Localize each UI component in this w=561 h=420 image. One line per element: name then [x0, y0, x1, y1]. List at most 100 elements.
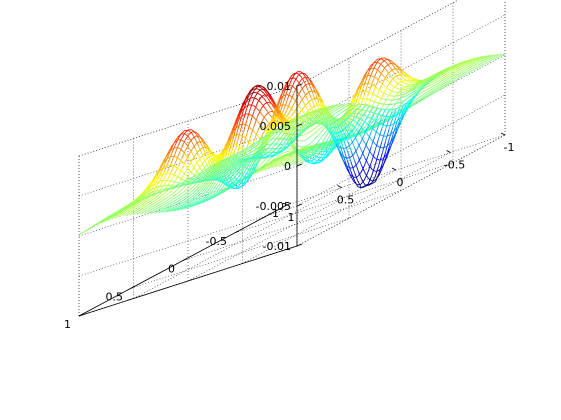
mesh-segment [143, 209, 148, 213]
mesh-segment [154, 207, 159, 210]
mesh-segment [238, 134, 243, 137]
mesh-segment [342, 160, 348, 167]
mesh-segment [183, 201, 188, 205]
mesh-segment [402, 72, 407, 78]
mesh-segment [171, 172, 176, 180]
mesh-segment [309, 114, 314, 118]
mesh-segment [169, 180, 174, 183]
mesh-segment [301, 148, 306, 151]
mesh-segment [455, 73, 460, 77]
mesh-segment [362, 109, 367, 111]
mesh-segment [428, 78, 433, 82]
mesh-segment [159, 185, 163, 187]
y-tick-label: -0.5 [206, 235, 227, 248]
mesh-segment [177, 133, 182, 138]
mesh-segment [136, 201, 141, 205]
mesh-segment [151, 193, 156, 197]
mesh-segment [212, 195, 217, 199]
mesh-segment [118, 214, 123, 218]
mesh-segment [263, 144, 268, 148]
mesh-segment [182, 182, 187, 185]
mesh-segment [269, 156, 274, 161]
mesh-segment [309, 121, 314, 126]
mesh-segment [280, 128, 285, 134]
mesh-segment [316, 104, 320, 106]
mesh-segment [235, 115, 240, 123]
mesh-segment [367, 116, 373, 123]
mesh-segment [257, 147, 262, 152]
mesh-segment [169, 187, 173, 190]
mesh-segment [204, 184, 209, 190]
mesh-segment [469, 60, 474, 63]
mesh-segment [347, 132, 352, 140]
mesh-segment [327, 107, 332, 111]
mesh-segment [465, 60, 469, 62]
mesh-segment [341, 103, 346, 106]
mesh-segment [170, 163, 176, 172]
mesh-segment [230, 185, 235, 189]
mesh-segment [345, 110, 350, 115]
mesh-segment [426, 77, 430, 80]
mesh-segment [424, 86, 429, 89]
mesh-segment [431, 84, 436, 88]
mesh-segment [476, 57, 481, 60]
mesh-segment [388, 118, 393, 130]
mesh-segment [146, 200, 151, 204]
mesh-segment [410, 88, 415, 91]
mesh-segment [366, 104, 371, 110]
mesh-segment [89, 226, 94, 230]
mesh-segment [403, 102, 408, 111]
mesh-segment [327, 110, 332, 114]
mesh-segment [141, 195, 146, 199]
mesh-segment [411, 90, 416, 94]
mesh-segment [466, 69, 471, 73]
x-tick [337, 185, 342, 188]
x-tick-label: 1 [288, 211, 295, 224]
mesh-segment [250, 90, 255, 98]
mesh-segment [472, 57, 477, 60]
mesh-segment [229, 138, 234, 152]
mesh-segment [273, 133, 278, 138]
mesh-segment [349, 128, 354, 134]
mesh-segment [385, 83, 390, 90]
mesh-segment [351, 130, 356, 137]
mesh-segment [298, 124, 303, 130]
mesh-segment [288, 154, 293, 158]
mesh-segment [162, 189, 166, 192]
mesh-segment [381, 109, 386, 118]
mesh-segment [434, 80, 439, 84]
z-tick [296, 123, 303, 127]
mesh-segment [162, 209, 167, 212]
mesh-segment [140, 211, 145, 215]
back-grid [78, 0, 506, 317]
mesh-segment [356, 86, 361, 93]
mesh-segment [285, 162, 290, 167]
x-tick-label: -0.5 [444, 159, 465, 172]
mesh-segment [173, 181, 177, 183]
mesh-segment [256, 156, 261, 158]
mesh-segment [169, 209, 174, 212]
mesh-segment [132, 204, 137, 208]
mesh-segment [441, 76, 446, 80]
mesh-segment [355, 92, 360, 96]
mesh-segment [300, 76, 305, 83]
mesh-segment [253, 153, 258, 156]
mesh-segment [141, 198, 146, 201]
mesh-segment [240, 168, 245, 175]
mesh-segment [416, 81, 420, 84]
mesh-segment [274, 150, 279, 155]
mesh-segment [412, 85, 416, 88]
mesh-segment [444, 70, 449, 74]
mesh-segment [232, 160, 237, 164]
mesh-segment [163, 171, 169, 179]
mesh-segment [155, 210, 159, 214]
mesh-segment [292, 128, 296, 131]
mesh-segment [377, 62, 383, 69]
mesh-segment [404, 97, 409, 101]
mesh-segment [221, 163, 226, 167]
mesh-segment [295, 132, 300, 138]
mesh-segment [490, 58, 495, 61]
mesh-segment [243, 160, 248, 165]
mesh-segment [323, 128, 329, 134]
mesh-segment [345, 107, 350, 111]
